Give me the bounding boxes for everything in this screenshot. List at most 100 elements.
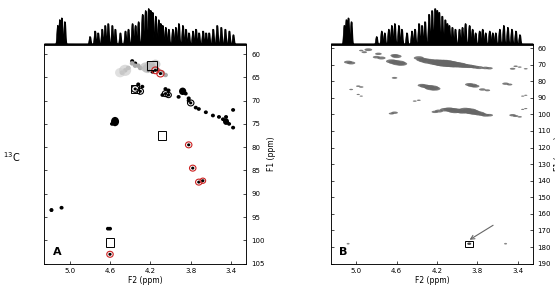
Ellipse shape [133, 62, 137, 65]
Ellipse shape [481, 114, 490, 117]
Ellipse shape [433, 60, 451, 66]
Ellipse shape [444, 61, 461, 67]
Ellipse shape [140, 62, 150, 72]
Ellipse shape [440, 108, 450, 112]
Ellipse shape [347, 62, 355, 65]
Ellipse shape [465, 109, 479, 114]
Ellipse shape [156, 68, 161, 73]
Ellipse shape [159, 72, 162, 75]
Ellipse shape [388, 112, 394, 115]
Ellipse shape [359, 86, 364, 88]
Ellipse shape [513, 115, 518, 117]
Ellipse shape [452, 62, 466, 68]
Ellipse shape [164, 87, 168, 91]
Ellipse shape [474, 112, 485, 115]
Ellipse shape [217, 115, 221, 119]
Ellipse shape [518, 66, 522, 68]
Ellipse shape [422, 59, 436, 64]
Ellipse shape [145, 61, 155, 70]
Ellipse shape [414, 56, 424, 60]
Ellipse shape [413, 100, 417, 102]
Ellipse shape [453, 109, 465, 113]
Bar [147, 62, 158, 70]
X-axis label: F2 (ppm): F2 (ppm) [415, 276, 449, 285]
Ellipse shape [377, 56, 386, 59]
Ellipse shape [521, 95, 524, 97]
Ellipse shape [189, 102, 193, 105]
Bar [106, 238, 114, 247]
Ellipse shape [119, 65, 131, 76]
Ellipse shape [391, 112, 398, 114]
Ellipse shape [201, 179, 204, 182]
Ellipse shape [446, 108, 458, 112]
Ellipse shape [418, 84, 426, 87]
Ellipse shape [197, 181, 200, 184]
Ellipse shape [231, 126, 235, 129]
Ellipse shape [392, 61, 406, 65]
Ellipse shape [471, 66, 480, 68]
Ellipse shape [467, 84, 477, 87]
Ellipse shape [211, 114, 215, 117]
Ellipse shape [126, 66, 130, 70]
Ellipse shape [167, 94, 170, 97]
Ellipse shape [138, 66, 143, 70]
Ellipse shape [191, 167, 194, 170]
Ellipse shape [50, 208, 53, 212]
Ellipse shape [425, 85, 439, 90]
Bar [158, 131, 166, 140]
Ellipse shape [465, 83, 473, 86]
Ellipse shape [524, 108, 527, 109]
Ellipse shape [204, 110, 208, 114]
Ellipse shape [432, 111, 438, 113]
Ellipse shape [150, 60, 160, 69]
Ellipse shape [179, 88, 186, 95]
Ellipse shape [110, 122, 114, 126]
Bar [465, 241, 473, 247]
Ellipse shape [221, 117, 225, 121]
Ellipse shape [356, 94, 360, 95]
Ellipse shape [150, 70, 154, 74]
Ellipse shape [356, 85, 360, 87]
Ellipse shape [396, 62, 407, 66]
Ellipse shape [365, 48, 372, 51]
Text: $^{13}$C: $^{13}$C [3, 151, 20, 165]
Ellipse shape [486, 114, 493, 116]
Ellipse shape [186, 96, 191, 100]
Ellipse shape [460, 64, 471, 68]
Ellipse shape [417, 100, 421, 101]
Y-axis label: F1 (ppm): F1 (ppm) [554, 137, 555, 171]
Ellipse shape [111, 117, 119, 126]
Ellipse shape [435, 60, 455, 67]
Ellipse shape [504, 243, 507, 245]
Ellipse shape [154, 69, 157, 72]
Ellipse shape [471, 85, 480, 88]
Ellipse shape [430, 87, 441, 91]
Ellipse shape [464, 65, 474, 68]
Ellipse shape [224, 115, 228, 119]
Ellipse shape [390, 54, 398, 57]
Text: A: A [53, 247, 61, 257]
Ellipse shape [140, 85, 144, 88]
Ellipse shape [142, 64, 153, 73]
Ellipse shape [194, 106, 198, 109]
Ellipse shape [227, 122, 231, 126]
Ellipse shape [120, 70, 124, 75]
Ellipse shape [164, 92, 167, 95]
Ellipse shape [59, 206, 64, 210]
Ellipse shape [482, 67, 489, 69]
Ellipse shape [485, 89, 490, 91]
Ellipse shape [507, 84, 512, 85]
Ellipse shape [386, 59, 397, 63]
Ellipse shape [461, 108, 477, 114]
Ellipse shape [106, 227, 110, 231]
Ellipse shape [423, 85, 435, 89]
Y-axis label: F1 (ppm): F1 (ppm) [268, 137, 276, 171]
Ellipse shape [187, 143, 190, 146]
Ellipse shape [375, 53, 382, 55]
Bar [131, 85, 139, 93]
Ellipse shape [431, 60, 447, 66]
Ellipse shape [475, 66, 483, 69]
Ellipse shape [513, 65, 518, 67]
Ellipse shape [392, 55, 402, 58]
Ellipse shape [130, 61, 135, 65]
